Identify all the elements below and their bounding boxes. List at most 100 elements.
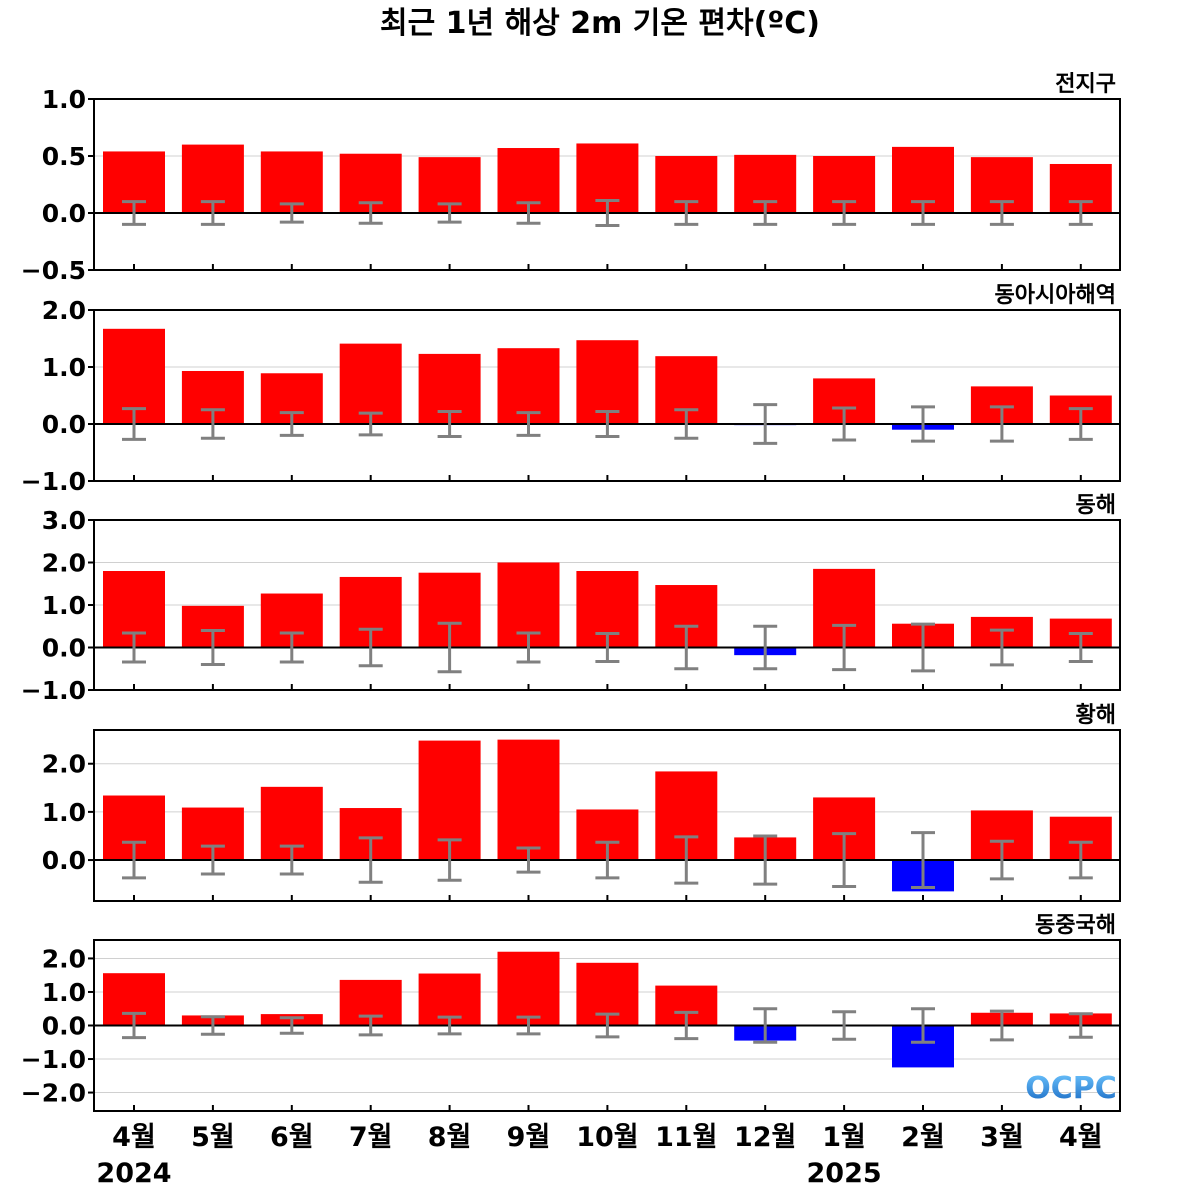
error-bar (122, 1011, 146, 1040)
error-bar (595, 840, 620, 880)
error-bar (358, 836, 383, 884)
x-tick-label: 6월 (270, 1122, 314, 1153)
error-bar (989, 839, 1014, 881)
x-tick-label: 4월 (1059, 1122, 1103, 1153)
x-tick-label: 11월 (655, 1122, 717, 1153)
y-tick-label: 0.0 (42, 1012, 86, 1041)
error-bar (753, 624, 778, 671)
error-bar (279, 1016, 304, 1035)
panels: −0.50.00.51.0전지구−1.00.01.02.0동아시아해역−1.00… (21, 72, 1121, 1112)
error-bar (358, 1014, 383, 1037)
error-bar (279, 411, 304, 437)
error-bar (989, 405, 1014, 443)
error-bar (200, 200, 225, 226)
error-bar (832, 623, 857, 672)
y-tick-label: 0.5 (42, 142, 86, 171)
panel-3: 0.0 1.0 2.0 황해 (42, 703, 1121, 902)
y-tick-label: 3.0 (42, 506, 86, 535)
year-label: 2024 (96, 1158, 171, 1189)
error-bar (674, 1010, 699, 1041)
bar (497, 739, 560, 861)
y-tick-label: 2.0 (42, 750, 86, 779)
x-tick-label: 7월 (349, 1122, 393, 1153)
error-bar (279, 631, 304, 664)
error-bar (437, 1015, 462, 1036)
error-bar (516, 201, 541, 225)
error-bar (989, 1009, 1014, 1042)
error-bar (674, 408, 699, 440)
year-label: 2025 (807, 1158, 882, 1189)
y-tick-label: −1.0 (21, 676, 86, 705)
error-bar (200, 408, 225, 440)
error-bar (911, 1007, 935, 1044)
error-bar (911, 405, 935, 443)
error-bar (674, 624, 699, 671)
error-bar (1068, 631, 1093, 664)
error-bar (1068, 407, 1093, 441)
y-tick-label: 0.0 (42, 199, 86, 228)
region-label: 동아시아해역 (995, 283, 1116, 308)
error-bar (358, 627, 383, 668)
panel-1: −1.0 0.0 1.0 2.0 동아시아해역 (21, 283, 1121, 496)
y-tick-label: −1.0 (21, 467, 86, 496)
error-bar (911, 622, 935, 673)
error-bar (516, 846, 541, 874)
error-bar (674, 200, 699, 226)
error-bar (358, 201, 383, 225)
y-tick-label: 2.0 (42, 549, 86, 578)
region-label: 동중국해 (1035, 913, 1116, 938)
x-tick-label: 4월 (112, 1122, 156, 1153)
region-label: 황해 (1076, 703, 1116, 728)
x-tick-label: 8월 (428, 1122, 472, 1153)
y-tick-label: 1.0 (42, 353, 86, 382)
error-bar (516, 411, 541, 437)
error-bar (516, 631, 541, 664)
ocpc-logo: OCPC (1025, 1071, 1117, 1106)
error-bar (989, 628, 1014, 667)
error-bar (753, 834, 778, 886)
error-bar (1068, 1012, 1093, 1039)
bar (497, 951, 560, 1026)
error-bar (358, 411, 383, 437)
panel-0: −0.5 0.0 0.5 1.0 전지구 (21, 72, 1121, 285)
x-tick-label: 10월 (576, 1122, 638, 1153)
error-bar (1068, 840, 1093, 880)
error-bar (122, 840, 146, 880)
error-bar (200, 1015, 225, 1036)
error-bar (122, 200, 146, 226)
error-bar (595, 631, 620, 664)
error-bar (595, 198, 620, 228)
error-bar (832, 1010, 857, 1041)
x-tick-label: 9월 (507, 1122, 551, 1153)
error-bar (832, 832, 857, 889)
error-bar (832, 406, 857, 442)
panel-2: −1.0 0.0 1.0 2.0 3.0 동해 (21, 493, 1121, 705)
region-label: 동해 (1076, 493, 1116, 518)
error-bar (122, 407, 146, 441)
error-bar (753, 403, 778, 445)
region-label: 전지구 (1055, 72, 1116, 97)
y-tick-label: −0.5 (21, 256, 86, 285)
y-tick-label: 1.0 (42, 85, 86, 114)
error-bar (753, 200, 778, 226)
error-bar (753, 1007, 778, 1044)
error-bar (1068, 200, 1093, 226)
y-tick-label: 0.0 (42, 846, 86, 875)
y-tick-label: 1.0 (42, 591, 86, 620)
error-bar (516, 1015, 541, 1036)
chart-title: 최근 1년 해상 2m 기온 편차(ºC) (380, 6, 820, 41)
error-bar (832, 200, 857, 226)
x-tick-label: 2월 (901, 1122, 945, 1153)
y-tick-label: 1.0 (42, 798, 86, 827)
error-bar (200, 844, 225, 876)
x-tick-label: 12월 (734, 1122, 796, 1153)
y-tick-label: 0.0 (42, 634, 86, 663)
bar (339, 343, 402, 424)
y-tick-label: −1.0 (21, 1045, 86, 1074)
error-bar (279, 202, 304, 224)
error-bar (437, 202, 462, 224)
error-bar (437, 409, 462, 439)
error-bar (595, 1012, 620, 1039)
x-tick-label: 1월 (822, 1122, 866, 1153)
